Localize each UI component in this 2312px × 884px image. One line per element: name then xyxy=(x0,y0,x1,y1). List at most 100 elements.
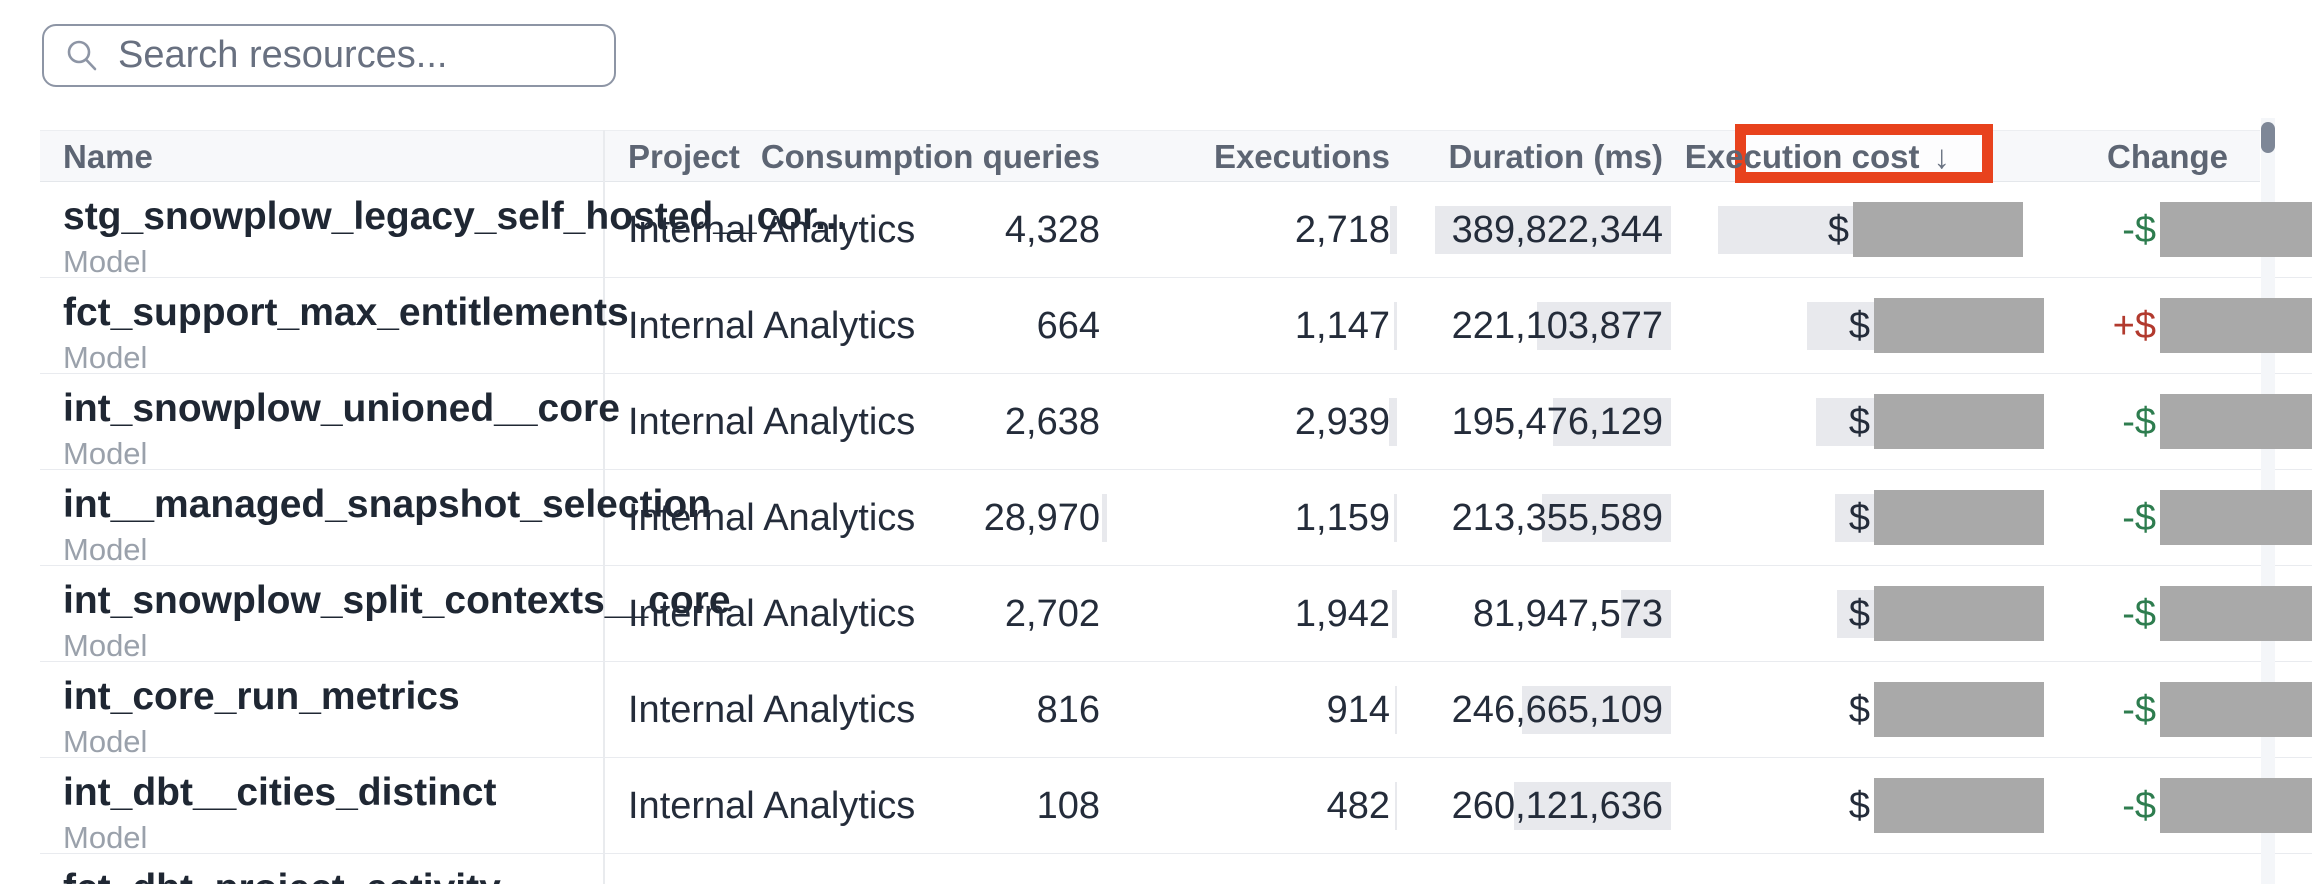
duration-value-bar xyxy=(1435,206,1671,254)
resource-name-cell[interactable]: stg_snowplow_legacy_self_hosted__cor... … xyxy=(63,194,848,281)
column-header-consumption-queries[interactable]: Consumption queries xyxy=(760,138,1100,175)
resource-type-label: Model xyxy=(63,628,148,664)
resource-type-label: Model xyxy=(63,340,148,376)
consumption-queries-value: 2,638 xyxy=(1004,400,1100,443)
duration-value-bar xyxy=(1537,302,1671,350)
execution-cost-currency: $ xyxy=(1848,400,1870,443)
resource-name[interactable]: stg_snowplow_legacy_self_hosted__cor... xyxy=(63,195,848,238)
executions-value: 1,942 xyxy=(1294,592,1390,635)
table-row[interactable]: fct_support_max_entitlements Model Inter… xyxy=(40,278,2312,377)
change-sign: -$ xyxy=(2122,208,2156,251)
change-sign: -$ xyxy=(2122,688,2156,731)
change-redaction-block xyxy=(2160,778,2312,833)
duration-value: 260,121,636 xyxy=(1451,784,1663,827)
executions-value: 1,159 xyxy=(1294,496,1390,539)
consumption-queries-value: 108 xyxy=(1036,784,1100,827)
duration-value: 221,103,877 xyxy=(1451,304,1663,347)
duration-value: 195,476,129 xyxy=(1451,400,1663,443)
change-redaction-block xyxy=(2160,682,2312,737)
executions-value-bar xyxy=(1392,590,1397,638)
duration-value-bar xyxy=(1514,782,1671,830)
consumption-queries-value: 664 xyxy=(1036,304,1100,347)
resource-type-label: Model xyxy=(63,244,148,280)
table-row[interactable]: int_snowplow_unioned__core Model Interna… xyxy=(40,374,2312,473)
execution-cost-redaction-block xyxy=(1874,490,2044,545)
resource-name-cell[interactable]: int__managed_snapshot_selection Model xyxy=(63,482,711,569)
project-cell: Internal Analytics xyxy=(628,784,916,827)
resource-name-cell[interactable]: int_snowplow_split_contexts__core Model xyxy=(63,578,731,665)
duration-value: 246,665,109 xyxy=(1451,688,1663,731)
executions-value: 2,939 xyxy=(1294,400,1390,443)
table-row[interactable]: int_core_run_metrics Model Internal Anal… xyxy=(40,662,2312,761)
column-header-change[interactable]: Change xyxy=(2106,138,2228,175)
execution-cost-currency: $ xyxy=(1848,592,1870,635)
executions-value: 2,718 xyxy=(1294,208,1390,251)
change-redaction-block xyxy=(2160,202,2312,257)
search-box[interactable] xyxy=(42,24,616,87)
executions-value-bar xyxy=(1389,398,1397,446)
resource-name-cell[interactable]: fct_support_max_entitlements Model xyxy=(63,290,629,377)
executions-value: 482 xyxy=(1326,784,1390,827)
column-header-execution-cost[interactable]: Execution cost ↓ xyxy=(1684,138,1950,175)
resource-name[interactable]: int_snowplow_unioned__core xyxy=(63,387,620,430)
resource-name[interactable]: fct_dbt_project_activity xyxy=(63,866,501,884)
resource-name[interactable]: int_core_run_metrics xyxy=(63,675,460,718)
resource-name-cell[interactable]: int_dbt__cities_distinct Model xyxy=(63,770,496,857)
column-header-executions[interactable]: Executions xyxy=(1213,138,1390,175)
resource-name-cell[interactable]: int_snowplow_unioned__core Model xyxy=(63,386,620,473)
consumption-queries-value: 816 xyxy=(1036,688,1100,731)
resource-name[interactable]: int_snowplow_split_contexts__core xyxy=(63,579,731,622)
consumption-value-bar xyxy=(1102,494,1107,542)
resource-name-cell[interactable]: int_core_run_metrics Model xyxy=(63,674,460,761)
project-cell: Internal Analytics xyxy=(628,400,916,443)
executions-value: 1,147 xyxy=(1294,304,1390,347)
table-header: Name Project Consumption queries Executi… xyxy=(40,130,2260,182)
table-row[interactable]: int_dbt__cities_distinct Model Internal … xyxy=(40,758,2312,857)
executions-value-bar xyxy=(1394,494,1397,542)
column-divider xyxy=(603,130,605,884)
execution-cost-currency: $ xyxy=(1848,688,1870,731)
resource-name[interactable]: fct_support_max_entitlements xyxy=(63,291,629,334)
table-row-partial[interactable]: fct_dbt_project_activity xyxy=(40,854,2312,884)
duration-value-bar xyxy=(1542,494,1671,542)
execution-cost-currency: $ xyxy=(1848,304,1870,347)
search-input[interactable] xyxy=(116,33,609,78)
column-header-project[interactable]: Project xyxy=(628,138,740,175)
resource-name[interactable]: int__managed_snapshot_selection xyxy=(63,483,712,526)
execution-cost-redaction-block xyxy=(1874,394,2044,449)
executions-value-bar xyxy=(1390,206,1397,254)
consumption-queries-value: 2,702 xyxy=(1004,592,1100,635)
change-sign: -$ xyxy=(2122,592,2156,635)
consumption-queries-value: 4,328 xyxy=(1004,208,1100,251)
search-icon xyxy=(67,40,97,70)
project-cell: Internal Analytics xyxy=(628,496,916,539)
execution-cost-currency: $ xyxy=(1827,208,1849,251)
duration-value-bar xyxy=(1553,398,1671,446)
change-redaction-block xyxy=(2160,490,2312,545)
resource-type-label: Model xyxy=(63,724,148,760)
column-header-duration[interactable]: Duration (ms) xyxy=(1448,138,1664,175)
column-header-name[interactable]: Name xyxy=(63,138,153,175)
executions-value-bar xyxy=(1395,782,1397,830)
executions-value-bar xyxy=(1394,302,1397,350)
resource-name[interactable]: int_dbt__cities_distinct xyxy=(63,771,497,814)
change-sign: +$ xyxy=(2112,304,2156,347)
executions-value: 914 xyxy=(1326,688,1390,731)
change-redaction-block xyxy=(2160,586,2312,641)
table-row[interactable]: int__managed_snapshot_selection Model In… xyxy=(40,470,2312,569)
project-cell: Internal Analytics xyxy=(628,688,916,731)
scrollbar-thumb[interactable] xyxy=(2261,122,2275,153)
project-cell: Internal Analytics xyxy=(628,208,916,251)
table-row[interactable]: stg_snowplow_legacy_self_hosted__cor... … xyxy=(40,182,2312,281)
table-body: stg_snowplow_legacy_self_hosted__cor... … xyxy=(40,182,2312,884)
duration-value-bar xyxy=(1522,686,1671,734)
change-sign: -$ xyxy=(2122,784,2156,827)
change-redaction-block xyxy=(2160,298,2312,353)
table-row[interactable]: int_snowplow_split_contexts__core Model … xyxy=(40,566,2312,665)
annotation-highlight-box xyxy=(1735,124,1993,183)
execution-cost-redaction-block xyxy=(1853,202,2023,257)
duration-value: 389,822,344 xyxy=(1451,208,1663,251)
change-sign: -$ xyxy=(2122,496,2156,539)
execution-cost-currency: $ xyxy=(1848,496,1870,539)
